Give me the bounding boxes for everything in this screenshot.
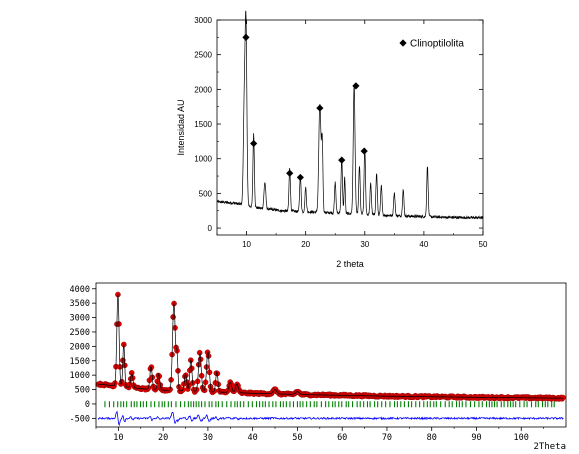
bottom-y-tick-label: 500 (75, 386, 90, 396)
calculated-curve (98, 294, 564, 399)
difference-curve (97, 410, 564, 427)
bottom-axis-ticks (92, 288, 544, 431)
clinoptilolite-marker (296, 173, 304, 182)
top-plot-frame (216, 19, 484, 236)
clinoptilolite-marker (352, 82, 360, 90)
reflection-tick-marks (104, 401, 555, 408)
top-y-tick-label: 500 (199, 189, 213, 198)
top-y-tick-label: 1000 (194, 155, 212, 164)
top-x-tick-label: 50 (479, 240, 488, 249)
bottom-y-tick-label: 0 (85, 400, 90, 410)
top-y-tick-label: 3000 (194, 16, 212, 25)
top-pattern-line (216, 10, 484, 220)
top-x-tick-label: 10 (242, 240, 251, 249)
bottom-tick-labels: 10 20 30 40 50 60 70 80 90 100 -500 0 500 1000 1500 200… (70, 285, 529, 443)
bottom-x-axis-label: 2Theta (533, 442, 566, 452)
bottom-y-tick-label: 3500 (70, 299, 90, 309)
bottom-x-tick-label: 40 (248, 433, 258, 443)
bottom-x-tick-label: 50 (292, 433, 302, 443)
top-x-tick-label: 20 (301, 240, 310, 249)
clinoptilolite-marker (316, 104, 324, 112)
bottom-x-tick-label: 60 (337, 433, 347, 443)
bottom-x-tick-label: 90 (471, 433, 481, 443)
bottom-y-tick-label: 1500 (70, 357, 90, 367)
top-x-tick-label: 30 (360, 240, 369, 249)
bottom-x-tick-label: 30 (203, 433, 213, 443)
bottom-plot-frame (95, 282, 567, 428)
top-axis-ticks (216, 19, 484, 235)
bottom-y-tick-label: 4000 (70, 285, 90, 295)
clinoptilolite-marker (242, 33, 250, 41)
observed-point (560, 394, 566, 401)
top-y-tick-label: 2000 (194, 85, 212, 94)
observed-points (95, 291, 566, 402)
clinoptilolite-marker (250, 139, 258, 148)
bottom-x-tick-label: 70 (382, 433, 392, 443)
top-y-axis-label: Intensidad AU (176, 99, 186, 155)
top-y-tick-label: 1500 (194, 120, 212, 129)
bottom-x-tick-label: 100 (514, 433, 529, 443)
legend-label: Clinoptilolita (410, 39, 464, 50)
top-y-tick-label: 0 (208, 224, 213, 233)
bottom-rietveld-chart: 10 20 30 40 50 60 70 80 90 100 -500 0 500 1000 1500 200… (70, 282, 567, 452)
bottom-x-tick-label: 10 (113, 433, 123, 443)
clinoptilolite-marker (360, 147, 368, 155)
bottom-x-tick-label: 80 (427, 433, 437, 443)
clinoptilolite-marker (286, 169, 294, 177)
legend-diamond-icon (399, 39, 407, 47)
top-x-axis-label: 2 theta (336, 259, 364, 269)
bottom-y-tick-label: 1000 (70, 371, 90, 381)
top-x-tick-label: 40 (419, 240, 428, 249)
bottom-y-tick-label: -500 (70, 414, 90, 424)
bottom-y-tick-label: 3000 (70, 314, 90, 324)
bottom-y-tick-label: 2000 (70, 342, 90, 352)
bottom-x-tick-label: 20 (158, 433, 168, 443)
top-peak-markers (242, 33, 368, 182)
top-y-tick-label: 2500 (194, 51, 212, 60)
clinoptilolite-marker (338, 156, 346, 164)
top-legend: Clinoptilolita (399, 39, 464, 50)
bottom-y-tick-label: 2500 (70, 328, 90, 338)
